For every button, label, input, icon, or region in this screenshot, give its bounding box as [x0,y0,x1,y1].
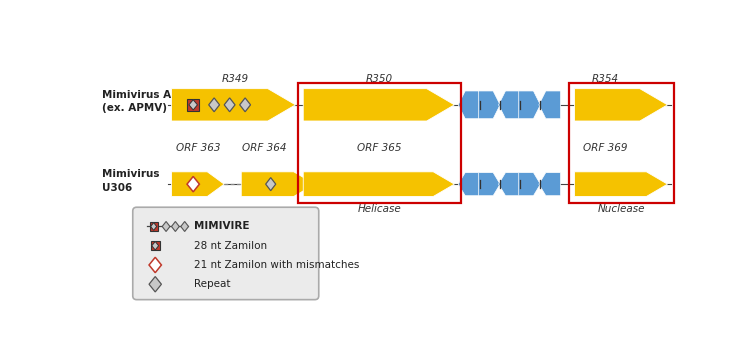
Polygon shape [303,89,454,121]
Polygon shape [152,241,159,250]
Polygon shape [224,98,235,112]
Polygon shape [539,91,560,119]
Polygon shape [240,98,250,112]
Polygon shape [478,173,500,196]
Polygon shape [458,91,480,119]
Polygon shape [478,91,500,119]
Bar [298,83,460,203]
Text: Mimivirus A
(ex. APMV): Mimivirus A (ex. APMV) [102,90,171,113]
Text: Repeat: Repeat [194,279,230,289]
Text: 21 nt Zamilon with mismatches: 21 nt Zamilon with mismatches [194,260,359,270]
Polygon shape [171,89,296,121]
Polygon shape [575,89,668,121]
Polygon shape [575,172,668,196]
Text: Mimivirus
U306: Mimivirus U306 [102,169,159,193]
Text: Helicase: Helicase [357,204,401,214]
Polygon shape [149,277,162,292]
FancyBboxPatch shape [133,207,319,300]
Text: MIMIVIRE: MIMIVIRE [194,222,250,232]
Polygon shape [162,222,170,232]
Polygon shape [303,172,454,196]
Text: R354: R354 [592,74,619,84]
Polygon shape [209,98,220,112]
Text: ORF 365: ORF 365 [357,143,402,153]
Polygon shape [187,176,199,192]
Polygon shape [189,100,198,110]
Text: ORF 364: ORF 364 [242,143,287,153]
Polygon shape [241,172,315,196]
Polygon shape [539,173,560,196]
Bar [187,99,199,110]
Polygon shape [150,223,156,230]
Text: Nuclease: Nuclease [598,204,645,214]
Polygon shape [149,257,162,273]
Bar [150,222,158,231]
Text: R350: R350 [365,74,393,84]
Polygon shape [519,173,541,196]
Polygon shape [519,91,541,119]
Polygon shape [499,91,520,119]
Polygon shape [499,173,520,196]
Polygon shape [171,222,179,232]
Bar [569,83,674,203]
Text: ORF 369: ORF 369 [584,143,628,153]
Polygon shape [180,222,189,232]
Polygon shape [265,178,276,191]
Polygon shape [171,172,224,196]
Text: R349: R349 [222,74,249,84]
Text: 28 nt Zamilon: 28 nt Zamilon [194,241,267,251]
Bar [150,241,160,250]
Polygon shape [458,173,480,196]
Text: ORF 363: ORF 363 [177,143,221,153]
